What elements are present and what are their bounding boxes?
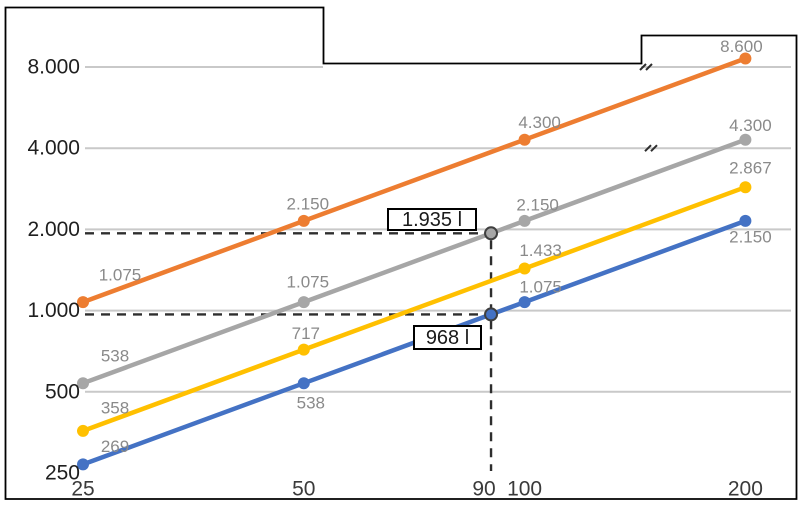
orange-series-data-label: 2.150 bbox=[287, 194, 330, 213]
yellow-series-data-label: 358 bbox=[101, 398, 129, 417]
gray-series-marker bbox=[297, 296, 310, 309]
blue-series-marker bbox=[484, 307, 499, 322]
blue-series-data-label: 1.075 bbox=[519, 278, 562, 297]
orange-series-marker bbox=[518, 133, 531, 146]
orange-series-data-label: 8.600 bbox=[720, 37, 763, 56]
gray-series-marker bbox=[739, 133, 752, 146]
yellow-series-marker bbox=[297, 343, 310, 356]
blue-series-data-label: 269 bbox=[101, 437, 129, 456]
gray-series-marker bbox=[484, 226, 499, 241]
y-tick-label: 250 bbox=[45, 462, 80, 485]
gridline-break-mark bbox=[645, 63, 653, 71]
figure-border bbox=[4, 6, 798, 500]
blue-series-data-label: 2.150 bbox=[729, 227, 772, 246]
yellow-series-marker bbox=[739, 181, 752, 194]
x-tick-label: 100 bbox=[507, 478, 542, 501]
yellow-series-marker bbox=[77, 424, 89, 437]
gridline-break-mark bbox=[650, 144, 658, 152]
blue-series-marker bbox=[518, 296, 531, 309]
yellow-series-data-label: 1.433 bbox=[519, 241, 562, 260]
gray-series-data-label: 4.300 bbox=[729, 116, 772, 135]
blue-series-marker bbox=[77, 458, 89, 471]
orange-series-data-label: 1.075 bbox=[99, 266, 142, 285]
gray-series-marker bbox=[518, 214, 531, 227]
callout-1935-liters: 1.935 l bbox=[387, 208, 477, 231]
x-tick-label: 50 bbox=[292, 478, 315, 501]
orange-series-data-label: 4.300 bbox=[518, 113, 561, 132]
yellow-series-data-label: 2.867 bbox=[729, 159, 772, 178]
yellow-series-data-label: 717 bbox=[292, 324, 320, 343]
gray-series-data-label: 1.075 bbox=[287, 273, 330, 292]
blue-series-marker bbox=[297, 377, 310, 390]
y-tick-label: 4.000 bbox=[27, 137, 80, 160]
yellow-series-marker bbox=[518, 262, 531, 275]
callout-968-liters: 968 l bbox=[413, 325, 482, 350]
gridline-break-mark bbox=[644, 144, 652, 152]
orange-series-marker bbox=[297, 214, 310, 227]
blue-series-marker bbox=[739, 214, 752, 227]
x-tick-label: 90 bbox=[472, 478, 495, 501]
orange-series-marker bbox=[77, 296, 89, 309]
yellow-series-line bbox=[80, 184, 748, 434]
gray-series-data-label: 2.150 bbox=[516, 195, 559, 214]
gray-series-marker bbox=[77, 377, 89, 390]
orange-series-line bbox=[80, 56, 748, 305]
gray-series-data-label: 538 bbox=[101, 347, 129, 366]
y-tick-label: 500 bbox=[45, 380, 80, 403]
y-tick-label: 1.000 bbox=[27, 299, 80, 322]
orange-series-marker bbox=[739, 52, 752, 65]
y-tick-label: 2.000 bbox=[27, 218, 80, 241]
blue-series-data-label: 538 bbox=[297, 394, 325, 413]
x-tick-label: 25 bbox=[71, 478, 94, 501]
gridline-break-mark bbox=[639, 63, 647, 71]
x-tick-label: 200 bbox=[728, 478, 763, 501]
y-tick-label: 8.000 bbox=[27, 56, 80, 79]
